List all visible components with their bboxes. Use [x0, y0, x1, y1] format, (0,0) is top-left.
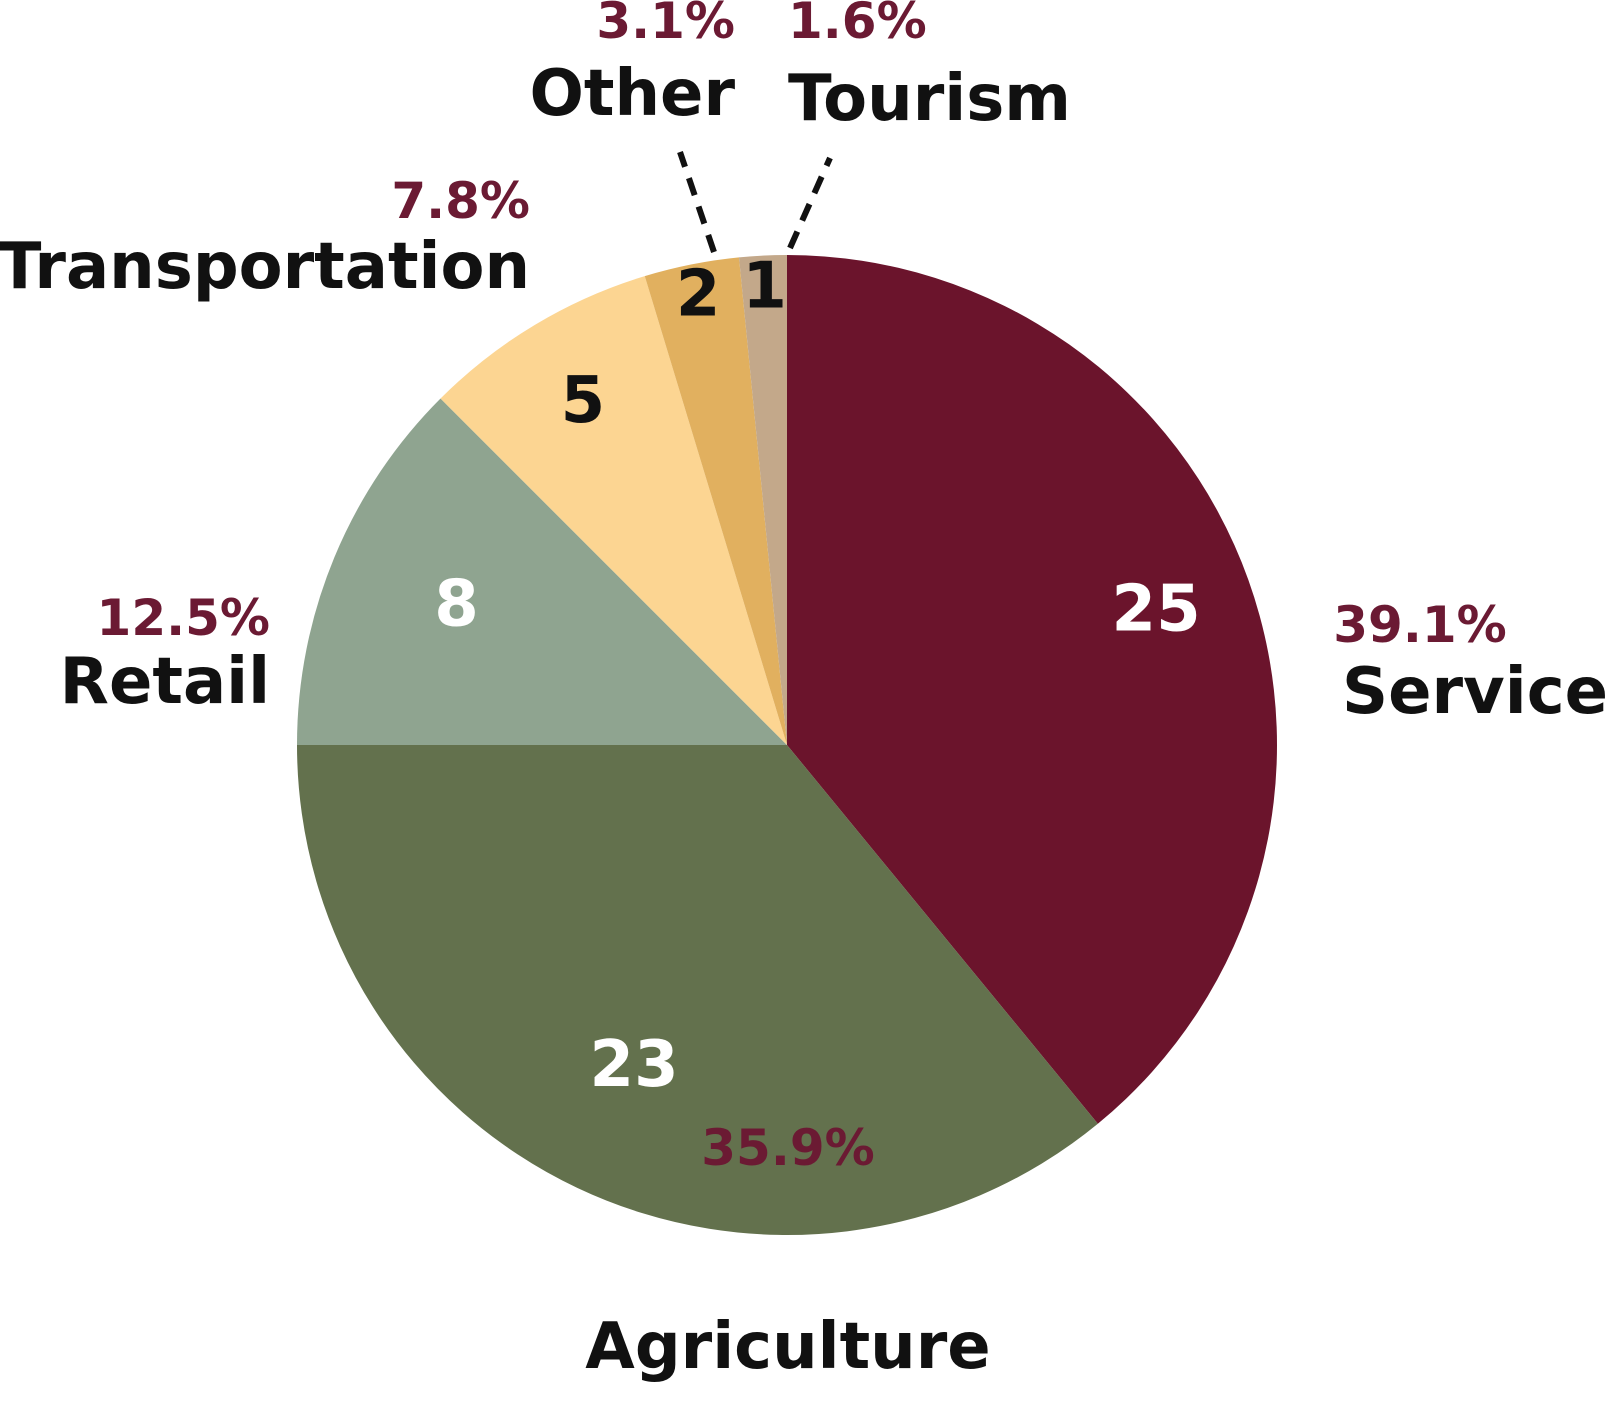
pie-slice-service: [787, 255, 1277, 1124]
percent-label-agriculture: 35.9%: [701, 1119, 874, 1177]
leader-lines: [677, 151, 833, 253]
value-label-service: 25: [1112, 573, 1201, 647]
leader-line-tourism: [787, 156, 833, 250]
category-label-service: Service: [1342, 655, 1608, 729]
value-label-transportation: 5: [561, 364, 606, 438]
value-label-retail: 8: [434, 568, 479, 642]
pie-slice-agriculture: [297, 745, 1098, 1235]
pie-slice-other: [644, 257, 787, 745]
pie-slice-retail: [297, 398, 787, 745]
percent-label-tourism: 1.6%: [788, 0, 927, 50]
value-label-tourism: 1: [742, 249, 787, 323]
category-label-other: Other: [529, 57, 735, 131]
pie-slices: [297, 255, 1277, 1235]
percent-label-other: 3.1%: [596, 0, 735, 50]
leader-line-other: [677, 151, 717, 253]
pie-slice-tourism: [738, 255, 787, 745]
percent-label-retail: 12.5%: [97, 589, 270, 647]
slice-value-labels: 25 23 8 52 1: [434, 249, 1200, 1102]
value-label-agriculture: 23: [590, 1028, 679, 1102]
category-label-tourism: Tourism: [788, 62, 1071, 136]
pie-slice-transportation: [440, 276, 787, 745]
category-label-agriculture: Agriculture: [585, 1310, 990, 1384]
category-label-retail: Retail: [60, 645, 270, 719]
percent-label-service: 39.1%: [1333, 596, 1506, 654]
category-label-transportation: Transportation: [0, 230, 530, 304]
percent-label-transportation: 7.8%: [391, 172, 530, 230]
value-label-other: 2: [676, 258, 721, 332]
